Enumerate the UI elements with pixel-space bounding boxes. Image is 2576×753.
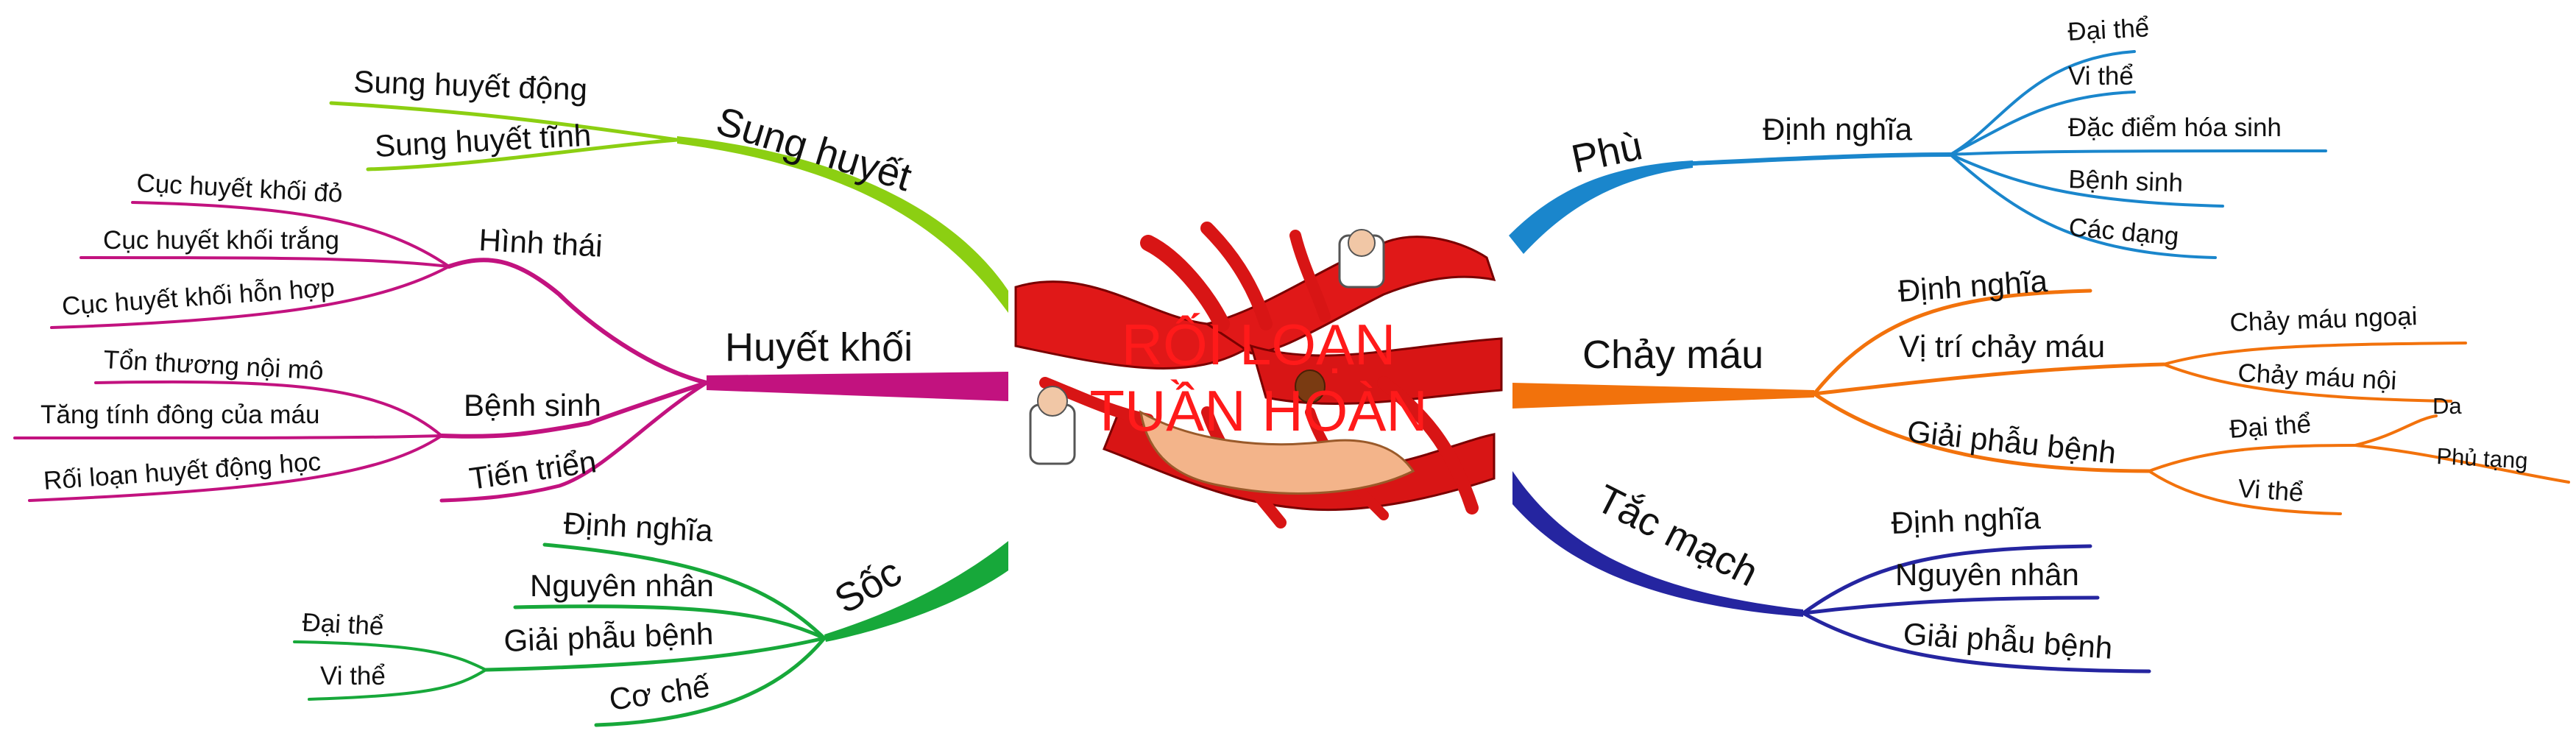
branch-tac-mach <box>1512 471 2151 674</box>
phu-dac-diem-hoa-sinh: Đặc điểm hóa sinh <box>2068 113 2282 142</box>
branch-phu <box>1509 50 2327 259</box>
soc-co-che: Cơ chế <box>607 668 712 717</box>
phu-cac-dang: Các dạng <box>2067 213 2180 251</box>
chay-mau-dinh-nghia: Định nghĩa <box>1897 264 2049 308</box>
chay-mau-da: Da <box>2432 393 2462 419</box>
benh-sinh-label: Bệnh sinh <box>464 388 601 423</box>
chay-mau-label: Chảy máu <box>1582 333 1763 377</box>
huyet-khoi-label: Huyết khối <box>725 325 913 370</box>
phu-vi-the: Vi thể <box>2068 62 2134 91</box>
sung-huyet-tinh: Sung huyết tĩnh <box>374 118 592 163</box>
tac-mach-nguyen-nhan: Nguyên nhân <box>1895 557 2079 592</box>
chay-mau-dai-the: Đại thể <box>2229 409 2312 444</box>
tac-mach-label: Tắc mạch <box>1590 476 1765 595</box>
phu-benh-sinh: Bệnh sinh <box>2068 165 2184 197</box>
sung-huyet-label: Sung huyết <box>711 99 916 199</box>
phu-dinh-nghia: Định nghĩa <box>1763 112 1913 146</box>
chay-mau-ngoai: Chảy máu ngoại <box>2229 302 2418 337</box>
branch-huyet-khoi <box>13 201 1008 503</box>
center-title-line-2: TUẦN HOÀN <box>1089 378 1427 443</box>
roi-loan-huyet-dong-hoc: Rối loạn huyết động học <box>43 448 322 495</box>
branch-sung-huyet <box>329 101 1008 313</box>
tac-mach-dinh-nghia: Định nghĩa <box>1891 501 2042 540</box>
chay-mau-phu-tang: Phủ tạng <box>2436 443 2529 473</box>
tang-tinh-dong-cua-mau: Tăng tính đông của máu <box>40 400 319 429</box>
sung-huyet-dong: Sung huyết động <box>353 64 588 107</box>
soc-dinh-nghia: Định nghĩa <box>563 506 715 548</box>
vi-tri-chay-mau: Vị trí chảy máu <box>1899 329 2105 364</box>
hinh-thai-label: Hình thái <box>478 222 604 264</box>
cuc-huyet-khoi-trang: Cục huyết khối trắng <box>103 226 339 255</box>
phu-dai-the: Đại thể <box>2067 13 2150 46</box>
branch-chay-mau <box>1512 289 2570 515</box>
chay-mau-vi-the: Vi thể <box>2237 474 2304 507</box>
soc-giai-phau-benh: Giải phẫu bệnh <box>503 616 714 658</box>
center-title-line-1: RỐI LOẠN <box>1122 312 1396 377</box>
tien-trien-label: Tiến triển <box>467 444 598 496</box>
soc-nguyen-nhan: Nguyên nhân <box>530 568 714 603</box>
center-illustration <box>1008 217 1509 528</box>
soc-dai-the: Đại thể <box>302 608 385 641</box>
soc-vi-the: Vi thể <box>320 662 386 690</box>
ton-thuong-noi-mo: Tổn thương nội mô <box>103 345 325 386</box>
cuc-huyet-khoi-hon-hop: Cục huyết khối hỗn hợp <box>61 273 336 321</box>
branch-soc <box>293 541 1008 727</box>
